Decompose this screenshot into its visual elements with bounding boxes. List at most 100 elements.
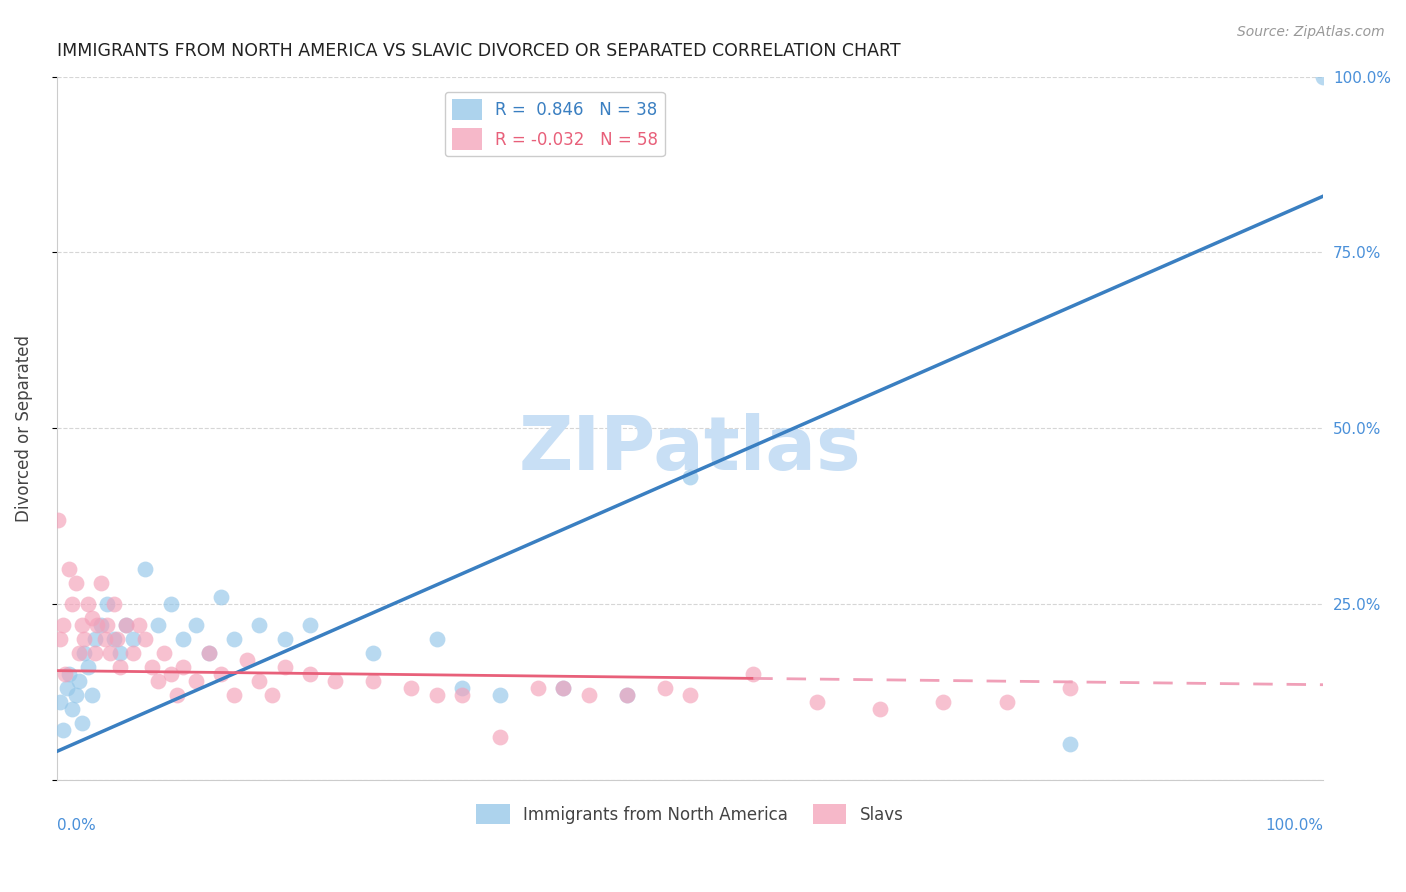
Point [209, 590, 232, 604]
Point [58, 562, 80, 576]
Point [260, 688, 283, 702]
Point [654, 681, 676, 696]
Point [489, 688, 512, 702]
Point [58, 667, 80, 681]
Point [55, 681, 77, 696]
Point [679, 688, 702, 702]
Point [995, 695, 1018, 709]
Point [115, 618, 138, 632]
Point [134, 632, 156, 646]
Legend: Immigrants from North America, Slavs: Immigrants from North America, Slavs [470, 797, 910, 831]
Point [108, 660, 131, 674]
Point [65, 575, 87, 590]
Point [77, 660, 100, 674]
Point [159, 667, 181, 681]
Point [197, 646, 219, 660]
Point [90, 618, 112, 632]
Point [1312, 70, 1334, 84]
Point [553, 681, 575, 696]
Point [90, 575, 112, 590]
Point [361, 646, 384, 660]
Point [83, 632, 105, 646]
Point [121, 646, 143, 660]
Point [209, 667, 232, 681]
Point [153, 646, 176, 660]
Point [172, 632, 194, 646]
Point [489, 731, 512, 745]
Point [679, 470, 702, 484]
Point [65, 688, 87, 702]
Point [80, 688, 103, 702]
Point [121, 632, 143, 646]
Point [197, 646, 219, 660]
Point [103, 632, 125, 646]
Point [742, 667, 765, 681]
Point [98, 646, 121, 660]
Point [1059, 738, 1081, 752]
Point [184, 674, 207, 689]
Point [80, 611, 103, 625]
Point [616, 688, 638, 702]
Point [869, 702, 891, 716]
Point [932, 695, 955, 709]
Point [55, 667, 77, 681]
Point [46, 512, 69, 526]
Text: 100.0%: 100.0% [1265, 818, 1323, 833]
Point [67, 674, 90, 689]
Point [70, 618, 93, 632]
Point [247, 618, 270, 632]
Point [298, 667, 321, 681]
Point [401, 681, 423, 696]
Point [77, 597, 100, 611]
Point [141, 660, 163, 674]
Point [60, 597, 83, 611]
Point [527, 681, 550, 696]
Text: Source: ZipAtlas.com: Source: ZipAtlas.com [1237, 25, 1385, 39]
Point [159, 597, 181, 611]
Point [96, 618, 118, 632]
Point [49, 695, 72, 709]
Point [247, 674, 270, 689]
Point [298, 618, 321, 632]
Point [134, 562, 156, 576]
Text: 0.0%: 0.0% [56, 818, 96, 833]
Text: ZIPatlas: ZIPatlas [519, 413, 862, 486]
Point [73, 646, 96, 660]
Point [107, 632, 129, 646]
Point [553, 681, 575, 696]
Point [52, 618, 75, 632]
Point [222, 632, 245, 646]
Point [426, 688, 449, 702]
Point [184, 618, 207, 632]
Point [49, 632, 72, 646]
Point [235, 653, 257, 667]
Point [60, 702, 83, 716]
Point [96, 597, 118, 611]
Point [128, 618, 150, 632]
Point [103, 597, 125, 611]
Point [93, 632, 115, 646]
Point [1059, 681, 1081, 696]
Y-axis label: Divorced or Separated: Divorced or Separated [15, 334, 32, 522]
Point [806, 695, 828, 709]
Point [426, 632, 449, 646]
Point [67, 646, 90, 660]
Point [146, 618, 169, 632]
Point [86, 618, 108, 632]
Point [172, 660, 194, 674]
Point [361, 674, 384, 689]
Point [273, 632, 295, 646]
Point [52, 723, 75, 738]
Point [83, 646, 105, 660]
Text: IMMIGRANTS FROM NORTH AMERICA VS SLAVIC DIVORCED OR SEPARATED CORRELATION CHART: IMMIGRANTS FROM NORTH AMERICA VS SLAVIC … [56, 42, 900, 60]
Point [73, 632, 96, 646]
Point [70, 716, 93, 731]
Point [108, 646, 131, 660]
Point [115, 618, 138, 632]
Point [616, 688, 638, 702]
Point [273, 660, 295, 674]
Point [578, 688, 600, 702]
Point [166, 688, 188, 702]
Point [451, 681, 474, 696]
Point [323, 674, 346, 689]
